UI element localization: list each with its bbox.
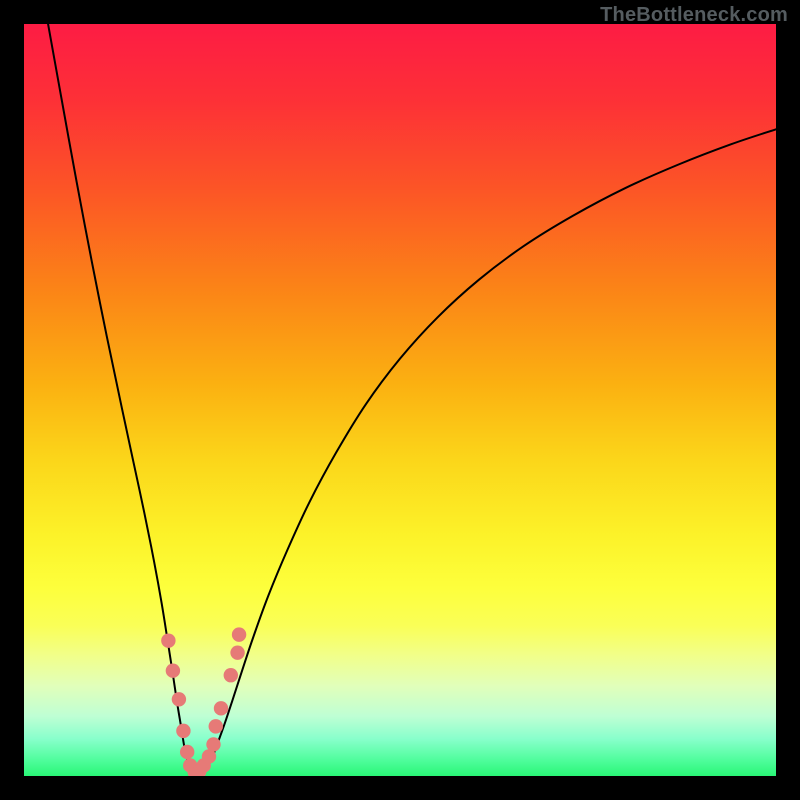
plot-background-gradient (24, 24, 776, 776)
figure-root: TheBottleneck.com (0, 0, 800, 800)
plot-area (24, 24, 776, 776)
